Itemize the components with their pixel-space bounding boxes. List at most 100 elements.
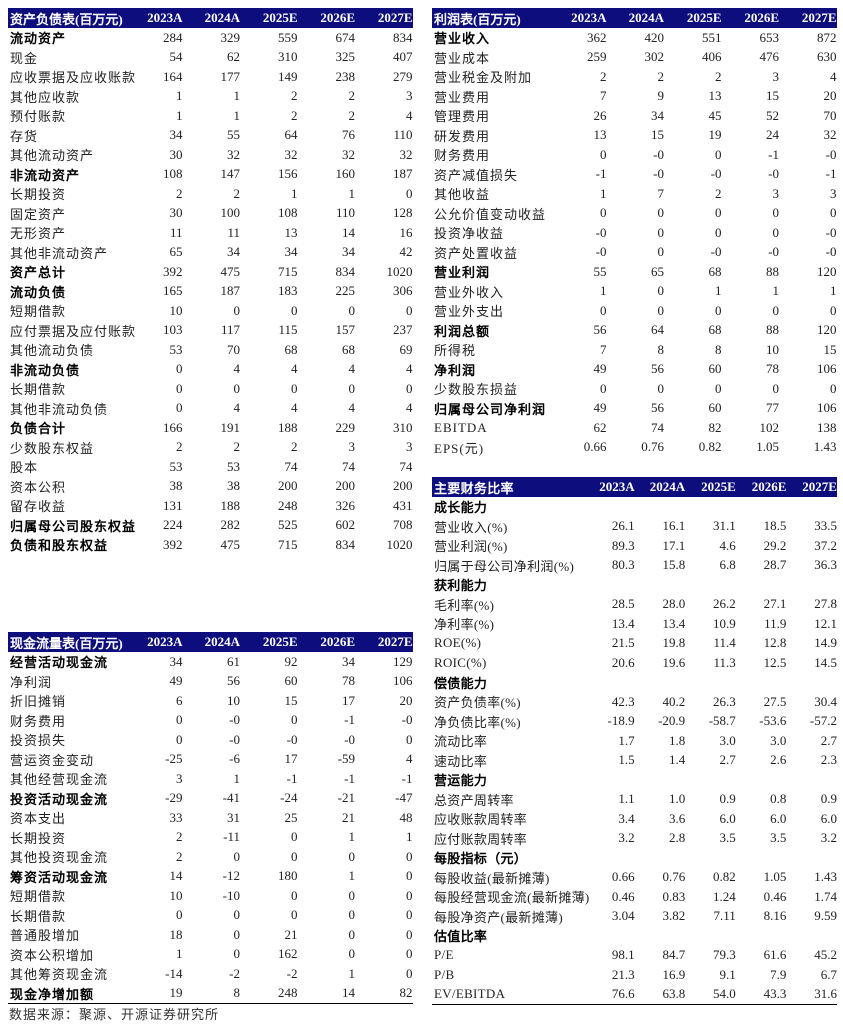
row-label: 无形资产 bbox=[10, 226, 67, 242]
row-value: 33.5 bbox=[814, 518, 837, 534]
row-label: 偿债能力 bbox=[434, 675, 488, 691]
section-row: 净利润 49 56 60 78 106 bbox=[432, 360, 837, 380]
row-label: 其他非流动负债 bbox=[10, 401, 109, 417]
row-label: 营业费用 bbox=[434, 89, 491, 105]
row-value: 19 bbox=[708, 127, 722, 143]
row-value: 2 bbox=[291, 88, 298, 104]
row-label: 营运资金变动 bbox=[10, 752, 95, 768]
row-value: 2.7 bbox=[719, 752, 736, 768]
row-label: 折旧摊销 bbox=[10, 694, 67, 710]
row-value: -20.9 bbox=[658, 713, 686, 729]
row-value: 2 bbox=[291, 439, 298, 455]
row-label: 营业收入(%) bbox=[434, 519, 508, 535]
row-value: 306 bbox=[393, 283, 413, 299]
row-value: 63.8 bbox=[662, 986, 686, 1002]
row-value: 0 bbox=[600, 302, 607, 318]
row-value: 431 bbox=[393, 497, 413, 513]
section-row: 现金净增加额 19 8 248 14 82 bbox=[8, 984, 413, 1004]
table-row: 每股净资产(最新摊薄) 3.04 3.82 7.11 8.16 9.59 bbox=[432, 907, 837, 927]
cash-flow-table: 现金流量表(百万元) 2023A 2024A 2025E 2026E 2027E 经营活动现… bbox=[8, 632, 413, 1004]
row-value: 1.4 bbox=[668, 752, 686, 768]
row-value: 33 bbox=[169, 809, 183, 825]
row-value: 110 bbox=[335, 205, 355, 221]
row-label: 应收账款周转率 bbox=[434, 812, 528, 828]
section-row: 归属母公司净利润 49 56 60 77 106 bbox=[432, 399, 837, 419]
row-value: 0 bbox=[715, 224, 722, 240]
row-value: 653 bbox=[759, 29, 780, 45]
row-value: 238 bbox=[335, 68, 356, 84]
row-value: 17 bbox=[342, 692, 355, 708]
row-value: -0 bbox=[710, 166, 722, 182]
table-row: 预付账款 1 1 2 2 4 bbox=[8, 106, 413, 126]
balance-sheet-table: 资产负债表(百万元) 2023A 2024A 2025E 2026E 2027E 流动资产 2… bbox=[8, 8, 413, 555]
table-row: 资产减值损失 -1 -0 -0 -0 -1 bbox=[432, 165, 837, 185]
table-row: 资本支出 33 31 25 21 48 bbox=[8, 808, 413, 828]
row-value: 3.0 bbox=[719, 732, 736, 748]
row-value: 21 bbox=[342, 809, 355, 825]
row-value: 48 bbox=[399, 809, 413, 825]
row-value: 1 bbox=[348, 829, 356, 845]
row-value: 1 bbox=[830, 283, 837, 299]
row-value: 32 bbox=[284, 146, 298, 162]
table-row: 现金 54 62 310 325 407 bbox=[8, 48, 413, 68]
table-row: 净利率(%) 13.4 13.4 10.9 11.9 12.1 bbox=[432, 614, 837, 634]
section-row: 营运能力 bbox=[432, 770, 837, 790]
row-value: 68 bbox=[284, 341, 298, 357]
table-row: P/E 98.1 84.7 79.3 61.6 45.2 bbox=[432, 946, 837, 966]
row-value: -1 bbox=[344, 770, 355, 786]
row-label: 固定资产 bbox=[10, 206, 67, 222]
column-header: 2023A bbox=[147, 634, 183, 649]
row-value: 237 bbox=[393, 322, 413, 338]
row-label: 资产总计 bbox=[10, 265, 67, 281]
row-value: 162 bbox=[278, 946, 298, 962]
row-label: 归属母公司净利润 bbox=[434, 401, 547, 417]
row-value: 27.8 bbox=[814, 596, 837, 612]
row-label: 其他流动资产 bbox=[10, 148, 95, 164]
row-value: 13 bbox=[708, 88, 722, 104]
row-value: 34 bbox=[651, 107, 664, 123]
row-value: 3 bbox=[348, 439, 356, 455]
row-value: 11.9 bbox=[764, 615, 787, 631]
row-value: -10 bbox=[222, 887, 240, 903]
column-header: 2026E bbox=[744, 10, 779, 25]
row-value: 1 bbox=[176, 88, 183, 104]
row-value: 0 bbox=[348, 380, 356, 396]
row-value: 1.5 bbox=[618, 752, 635, 768]
section-row: 负债和股东权益 392 475 715 834 1020 bbox=[8, 535, 413, 555]
row-label: 股本 bbox=[10, 460, 39, 476]
row-value: 88 bbox=[766, 263, 779, 279]
row-value: 2 bbox=[176, 439, 183, 455]
row-value: 7 bbox=[600, 88, 607, 104]
row-value: -0 bbox=[229, 731, 240, 747]
row-value: 0 bbox=[176, 712, 183, 728]
row-value: 1 bbox=[406, 829, 413, 845]
row-label: 其他经营现金流 bbox=[10, 772, 109, 788]
row-value: 476 bbox=[759, 49, 780, 65]
row-value: 166 bbox=[163, 419, 183, 435]
row-value: 65 bbox=[169, 244, 183, 260]
row-label: 经营活动现金流 bbox=[10, 655, 109, 671]
row-value: 4 bbox=[233, 361, 241, 377]
row-value: 834 bbox=[393, 29, 413, 45]
row-label: 每股指标（元） bbox=[434, 851, 528, 867]
row-value: 475 bbox=[220, 536, 241, 552]
row-value: 9 bbox=[657, 88, 665, 104]
row-value: 7 bbox=[600, 341, 607, 357]
row-value: 834 bbox=[335, 536, 356, 552]
row-label: 长期投资 bbox=[10, 187, 67, 203]
row-value: 2 bbox=[348, 88, 356, 104]
row-value: 0 bbox=[291, 887, 298, 903]
row-value: 0 bbox=[406, 965, 413, 981]
section-row: 经营活动现金流 34 61 92 34 129 bbox=[8, 652, 413, 672]
row-value: 834 bbox=[335, 263, 356, 279]
row-value: 4 bbox=[406, 751, 413, 767]
section-row: 筹资活动现金流 14 -12 180 1 0 bbox=[8, 867, 413, 887]
row-value: 65 bbox=[651, 263, 664, 279]
row-value: 0.82 bbox=[698, 439, 722, 455]
row-value: 406 bbox=[702, 49, 722, 65]
row-value: -0 bbox=[286, 731, 298, 747]
table-row: 归属于母公司净利润(%) 80.3 15.8 6.8 28.7 36.3 bbox=[432, 556, 837, 576]
row-value: -0 bbox=[229, 712, 240, 728]
row-value: 3.2 bbox=[820, 830, 837, 846]
section-row: 投资活动现金流 -29 -41 -24 -21 -47 bbox=[8, 789, 413, 809]
